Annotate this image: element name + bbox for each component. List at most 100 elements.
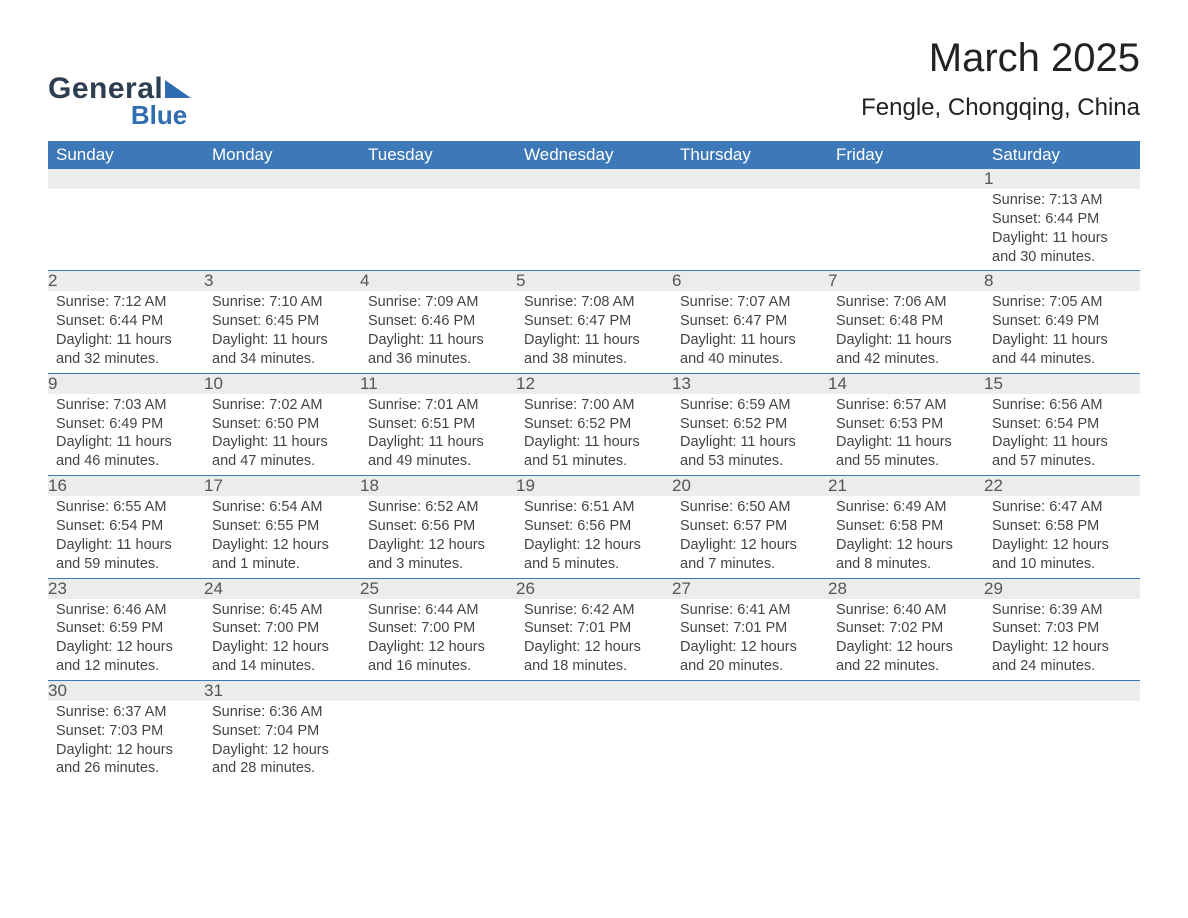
day-cell: Sunrise: 7:09 AMSunset: 6:46 PMDaylight:… — [360, 291, 516, 372]
day-number: 6 — [672, 271, 828, 292]
day-number: 17 — [204, 476, 360, 497]
day-number: 20 — [672, 476, 828, 497]
sunset-text: Sunset: 7:04 PM — [212, 722, 352, 741]
day-cell: Sunrise: 6:42 AMSunset: 7:01 PMDaylight:… — [516, 599, 672, 680]
day-number: 3 — [204, 271, 360, 292]
day-number: 23 — [48, 578, 204, 599]
daynum-row: 16171819202122 — [48, 476, 1140, 497]
sunrise-text: Sunrise: 6:55 AM — [56, 498, 196, 517]
daylight-text: Daylight: 12 hours and 7 minutes. — [680, 536, 820, 574]
day-cell: Sunrise: 6:46 AMSunset: 6:59 PMDaylight:… — [48, 599, 204, 680]
sunrise-text: Sunrise: 6:46 AM — [56, 601, 196, 620]
day-cell — [516, 701, 672, 779]
daylight-text: Daylight: 11 hours and 42 minutes. — [836, 331, 976, 369]
daylight-text: Daylight: 12 hours and 24 minutes. — [992, 638, 1132, 676]
day-cell: Sunrise: 6:52 AMSunset: 6:56 PMDaylight:… — [360, 496, 516, 577]
day-number: 26 — [516, 578, 672, 599]
weekday-header-row: Sunday Monday Tuesday Wednesday Thursday… — [48, 141, 1140, 169]
daynum-row: 9101112131415 — [48, 373, 1140, 394]
day-cell: Sunrise: 6:41 AMSunset: 7:01 PMDaylight:… — [672, 599, 828, 680]
sunrise-text: Sunrise: 6:59 AM — [680, 396, 820, 415]
sunrise-text: Sunrise: 6:51 AM — [524, 498, 664, 517]
sunrise-text: Sunrise: 6:36 AM — [212, 703, 352, 722]
day-cell: Sunrise: 7:13 AMSunset: 6:44 PMDaylight:… — [984, 189, 1140, 270]
day-cell: Sunrise: 6:56 AMSunset: 6:54 PMDaylight:… — [984, 394, 1140, 475]
sunset-text: Sunset: 6:55 PM — [212, 517, 352, 536]
daylight-text: Daylight: 12 hours and 26 minutes. — [56, 741, 196, 779]
day-number: 7 — [828, 271, 984, 292]
sunset-text: Sunset: 6:49 PM — [992, 312, 1132, 331]
day-cell: Sunrise: 6:47 AMSunset: 6:58 PMDaylight:… — [984, 496, 1140, 577]
sunset-text: Sunset: 6:44 PM — [56, 312, 196, 331]
daylight-text: Daylight: 11 hours and 57 minutes. — [992, 433, 1132, 471]
weekday-header: Saturday — [984, 141, 1140, 169]
day-number: 16 — [48, 476, 204, 497]
daylight-text: Daylight: 12 hours and 14 minutes. — [212, 638, 352, 676]
day-number: 19 — [516, 476, 672, 497]
day-cell: Sunrise: 7:10 AMSunset: 6:45 PMDaylight:… — [204, 291, 360, 372]
daylight-text: Daylight: 11 hours and 30 minutes. — [992, 229, 1132, 267]
sunrise-text: Sunrise: 7:07 AM — [680, 293, 820, 312]
sunrise-text: Sunrise: 7:09 AM — [368, 293, 508, 312]
day-number: 25 — [360, 578, 516, 599]
sunrise-text: Sunrise: 6:42 AM — [524, 601, 664, 620]
day-cell: Sunrise: 6:37 AMSunset: 7:03 PMDaylight:… — [48, 701, 204, 782]
sunset-text: Sunset: 6:56 PM — [368, 517, 508, 536]
day-number: 24 — [204, 578, 360, 599]
sunrise-text: Sunrise: 6:41 AM — [680, 601, 820, 620]
sunrise-text: Sunrise: 6:37 AM — [56, 703, 196, 722]
daylight-text: Daylight: 12 hours and 10 minutes. — [992, 536, 1132, 574]
weekday-header: Tuesday — [360, 141, 516, 169]
day-cell: Sunrise: 6:39 AMSunset: 7:03 PMDaylight:… — [984, 599, 1140, 680]
sunset-text: Sunset: 6:46 PM — [368, 312, 508, 331]
sunset-text: Sunset: 6:52 PM — [524, 415, 664, 434]
sunrise-text: Sunrise: 7:01 AM — [368, 396, 508, 415]
sunrise-text: Sunrise: 7:06 AM — [836, 293, 976, 312]
day-number — [360, 680, 516, 701]
page: General Blue March 2025 Fengle, Chongqin… — [0, 0, 1188, 806]
sunset-text: Sunset: 7:03 PM — [56, 722, 196, 741]
day-number: 2 — [48, 271, 204, 292]
day-cell: Sunrise: 6:40 AMSunset: 7:02 PMDaylight:… — [828, 599, 984, 680]
day-cell — [672, 189, 828, 267]
day-number: 29 — [984, 578, 1140, 599]
sunrise-text: Sunrise: 7:13 AM — [992, 191, 1132, 210]
day-cell: Sunrise: 7:00 AMSunset: 6:52 PMDaylight:… — [516, 394, 672, 475]
daynum-row: 1 — [48, 169, 1140, 189]
day-number: 27 — [672, 578, 828, 599]
sunset-text: Sunset: 6:51 PM — [368, 415, 508, 434]
day-number: 28 — [828, 578, 984, 599]
daylight-text: Daylight: 12 hours and 22 minutes. — [836, 638, 976, 676]
day-cell: Sunrise: 7:07 AMSunset: 6:47 PMDaylight:… — [672, 291, 828, 372]
daylight-text: Daylight: 11 hours and 32 minutes. — [56, 331, 196, 369]
day-number: 8 — [984, 271, 1140, 292]
weekday-header: Monday — [204, 141, 360, 169]
day-cell: Sunrise: 7:03 AMSunset: 6:49 PMDaylight:… — [48, 394, 204, 475]
day-cell — [360, 701, 516, 779]
day-number: 10 — [204, 373, 360, 394]
day-cell — [828, 189, 984, 267]
day-cell: Sunrise: 6:51 AMSunset: 6:56 PMDaylight:… — [516, 496, 672, 577]
day-number: 9 — [48, 373, 204, 394]
weekday-header: Wednesday — [516, 141, 672, 169]
day-number: 15 — [984, 373, 1140, 394]
sunset-text: Sunset: 6:54 PM — [56, 517, 196, 536]
sunrise-text: Sunrise: 7:12 AM — [56, 293, 196, 312]
day-number: 13 — [672, 373, 828, 394]
day-number: 22 — [984, 476, 1140, 497]
sunrise-text: Sunrise: 6:50 AM — [680, 498, 820, 517]
day-number: 1 — [984, 169, 1140, 189]
calendar-table: Sunday Monday Tuesday Wednesday Thursday… — [48, 141, 1140, 782]
day-body-row: Sunrise: 7:13 AMSunset: 6:44 PMDaylight:… — [48, 189, 1140, 271]
daynum-row: 2345678 — [48, 271, 1140, 292]
sunset-text: Sunset: 6:50 PM — [212, 415, 352, 434]
sunrise-text: Sunrise: 7:05 AM — [992, 293, 1132, 312]
day-number — [672, 169, 828, 189]
daylight-text: Daylight: 12 hours and 20 minutes. — [680, 638, 820, 676]
daylight-text: Daylight: 12 hours and 16 minutes. — [368, 638, 508, 676]
sunset-text: Sunset: 6:47 PM — [524, 312, 664, 331]
sunrise-text: Sunrise: 6:56 AM — [992, 396, 1132, 415]
day-body-row: Sunrise: 7:03 AMSunset: 6:49 PMDaylight:… — [48, 394, 1140, 476]
day-cell — [828, 701, 984, 779]
day-cell — [48, 189, 204, 267]
